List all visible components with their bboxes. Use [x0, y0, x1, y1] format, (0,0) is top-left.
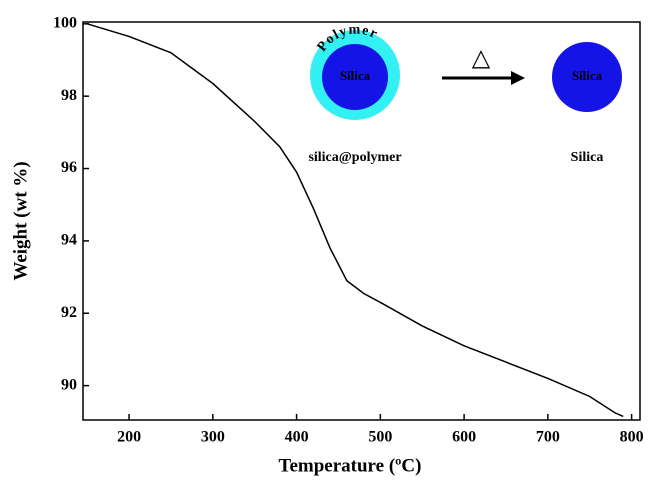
caption: silica@polymer: [308, 150, 401, 165]
y-tick-label: 96: [61, 159, 77, 176]
x-tick-label: 200: [117, 429, 141, 446]
plot-frame: [82, 21, 641, 421]
silica-core: [552, 42, 622, 112]
heat-symbol: △: [472, 46, 491, 72]
data-line: [86, 23, 624, 418]
y-axis-label: Weight (wt %): [10, 161, 31, 280]
arrow-head: [511, 71, 525, 85]
y-tick-label: 100: [53, 14, 77, 31]
silica-core: [322, 44, 388, 110]
x-tick-label: 800: [620, 429, 644, 446]
y-tick-label: 92: [61, 304, 77, 321]
inset-diagram: Polymer Silica △ Silica silica@polymer S…: [308, 23, 622, 165]
y-tick-label: 94: [61, 232, 77, 249]
x-tick-label: 700: [536, 429, 560, 446]
x-tick-label: 500: [368, 429, 392, 446]
core-label: Silica: [340, 68, 371, 83]
x-tick-label: 600: [452, 429, 476, 446]
caption: Silica: [571, 150, 604, 165]
y-tick-label: 90: [61, 376, 77, 393]
core-label: Silica: [572, 68, 603, 83]
y-tick-label: 98: [61, 87, 77, 104]
x-axis-label: Temperature (ºC): [279, 455, 422, 476]
x-tick-label: 300: [201, 429, 225, 446]
x-tick-label: 400: [285, 429, 309, 446]
